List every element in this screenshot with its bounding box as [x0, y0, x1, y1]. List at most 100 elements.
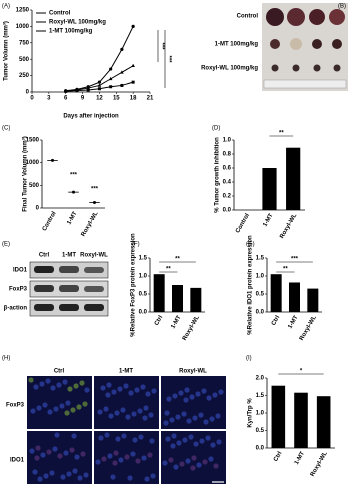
nucleus	[74, 454, 80, 460]
lane-label: Roxyl-WL	[80, 253, 108, 259]
nucleus	[193, 441, 199, 447]
nucleus	[171, 433, 177, 439]
panel-label: (C)	[2, 126, 10, 132]
lane-label: Ctrl	[39, 253, 50, 259]
x-tick-label: Control	[235, 213, 251, 235]
row-label: 1-MT 100mg/kg	[215, 42, 259, 48]
nucleus	[37, 476, 43, 482]
panel-label: (B)	[338, 4, 346, 10]
y-tick-label: 1500	[26, 138, 40, 144]
nucleus	[164, 410, 170, 416]
nucleus	[151, 388, 157, 394]
nucleus	[169, 417, 175, 423]
bar	[286, 147, 301, 210]
mean-dot	[51, 158, 54, 162]
nucleus	[208, 456, 214, 462]
nucleus	[71, 433, 77, 439]
nucleus	[176, 440, 182, 446]
bar	[316, 396, 331, 448]
nucleus	[77, 475, 83, 481]
nucleus	[59, 403, 65, 409]
point	[131, 63, 135, 68]
row-label: IDO1	[10, 458, 25, 464]
nucleus	[120, 407, 126, 413]
nucleus	[182, 437, 188, 443]
annotation: ***	[70, 173, 78, 179]
nucleus	[115, 436, 121, 442]
lane-label: 1-MT	[62, 253, 76, 259]
nucleus	[178, 390, 184, 396]
nucleus	[98, 435, 104, 441]
y-tick-label: 1.0	[256, 274, 265, 280]
nucleus	[62, 379, 68, 385]
band-label: IDO1	[13, 268, 28, 274]
x-tick-label: 6	[64, 96, 68, 102]
y-tick-label: 1000	[16, 24, 30, 30]
nucleus	[191, 455, 197, 461]
y-tick-label: 1.0	[139, 274, 148, 280]
x-tick-label: 9	[81, 96, 85, 102]
nucleus	[54, 432, 60, 438]
nucleus	[104, 432, 110, 438]
nucleus	[172, 393, 178, 399]
point	[109, 67, 113, 71]
row-label: Roxyl-WL 100mg/kg	[201, 66, 258, 72]
panel-label: (I)	[246, 356, 252, 362]
nucleus	[34, 455, 40, 461]
nucleus	[188, 434, 194, 440]
nucleus	[108, 413, 114, 419]
nucleus	[196, 462, 202, 468]
annotation: ***	[91, 187, 99, 193]
nucleus	[97, 409, 103, 415]
annotation: **	[175, 257, 180, 263]
nucleus	[181, 411, 187, 417]
legend-label: 1-MT 100mg/kg	[49, 29, 93, 35]
annotation: ***	[158, 42, 164, 50]
point	[97, 83, 102, 87]
nucleus	[168, 457, 174, 463]
nucleus	[113, 450, 119, 456]
nucleus	[70, 407, 76, 413]
row-label: FoxP3	[6, 403, 25, 409]
x-tick-label: 1-MT	[287, 315, 299, 330]
mean-dot	[72, 190, 75, 194]
nucleus	[179, 461, 185, 467]
y-tick-label: 250	[19, 73, 30, 79]
panel-label: (H)	[2, 356, 10, 362]
nucleus	[52, 446, 58, 452]
x-tick-label: 12	[96, 96, 103, 102]
point	[131, 80, 135, 84]
nucleus	[39, 381, 45, 387]
y-tick-label: 0.0	[223, 208, 232, 214]
nucleus	[130, 451, 136, 457]
nucleus	[112, 460, 118, 466]
nucleus	[45, 378, 51, 384]
nucleus	[72, 468, 78, 474]
annotation: **	[166, 267, 171, 273]
nucleus	[28, 377, 34, 383]
nucleus	[121, 433, 127, 439]
nucleus	[114, 410, 120, 416]
nucleus	[73, 383, 79, 389]
panel-label: (G)	[246, 242, 255, 248]
nucleus	[101, 456, 107, 462]
nucleus	[215, 413, 221, 419]
y-tick-label: 2.0	[256, 376, 265, 382]
x-tick-label: Roxyl-WL	[310, 451, 329, 478]
y-axis-title: %Relative FoxP3 protein expression	[131, 233, 137, 337]
column-label: Ctrl	[54, 369, 65, 375]
nucleus	[64, 410, 70, 416]
nucleus	[205, 435, 211, 441]
nucleus	[199, 438, 205, 444]
nucleus	[36, 405, 42, 411]
bar	[190, 287, 202, 312]
point	[86, 86, 90, 90]
nucleus	[150, 473, 156, 479]
nucleus	[79, 380, 85, 386]
nucleus	[195, 391, 201, 397]
annotation: *	[300, 369, 303, 375]
nucleus	[84, 387, 90, 393]
nucleus	[170, 443, 176, 449]
x-tick-label: Roxyl-WL	[279, 213, 298, 240]
